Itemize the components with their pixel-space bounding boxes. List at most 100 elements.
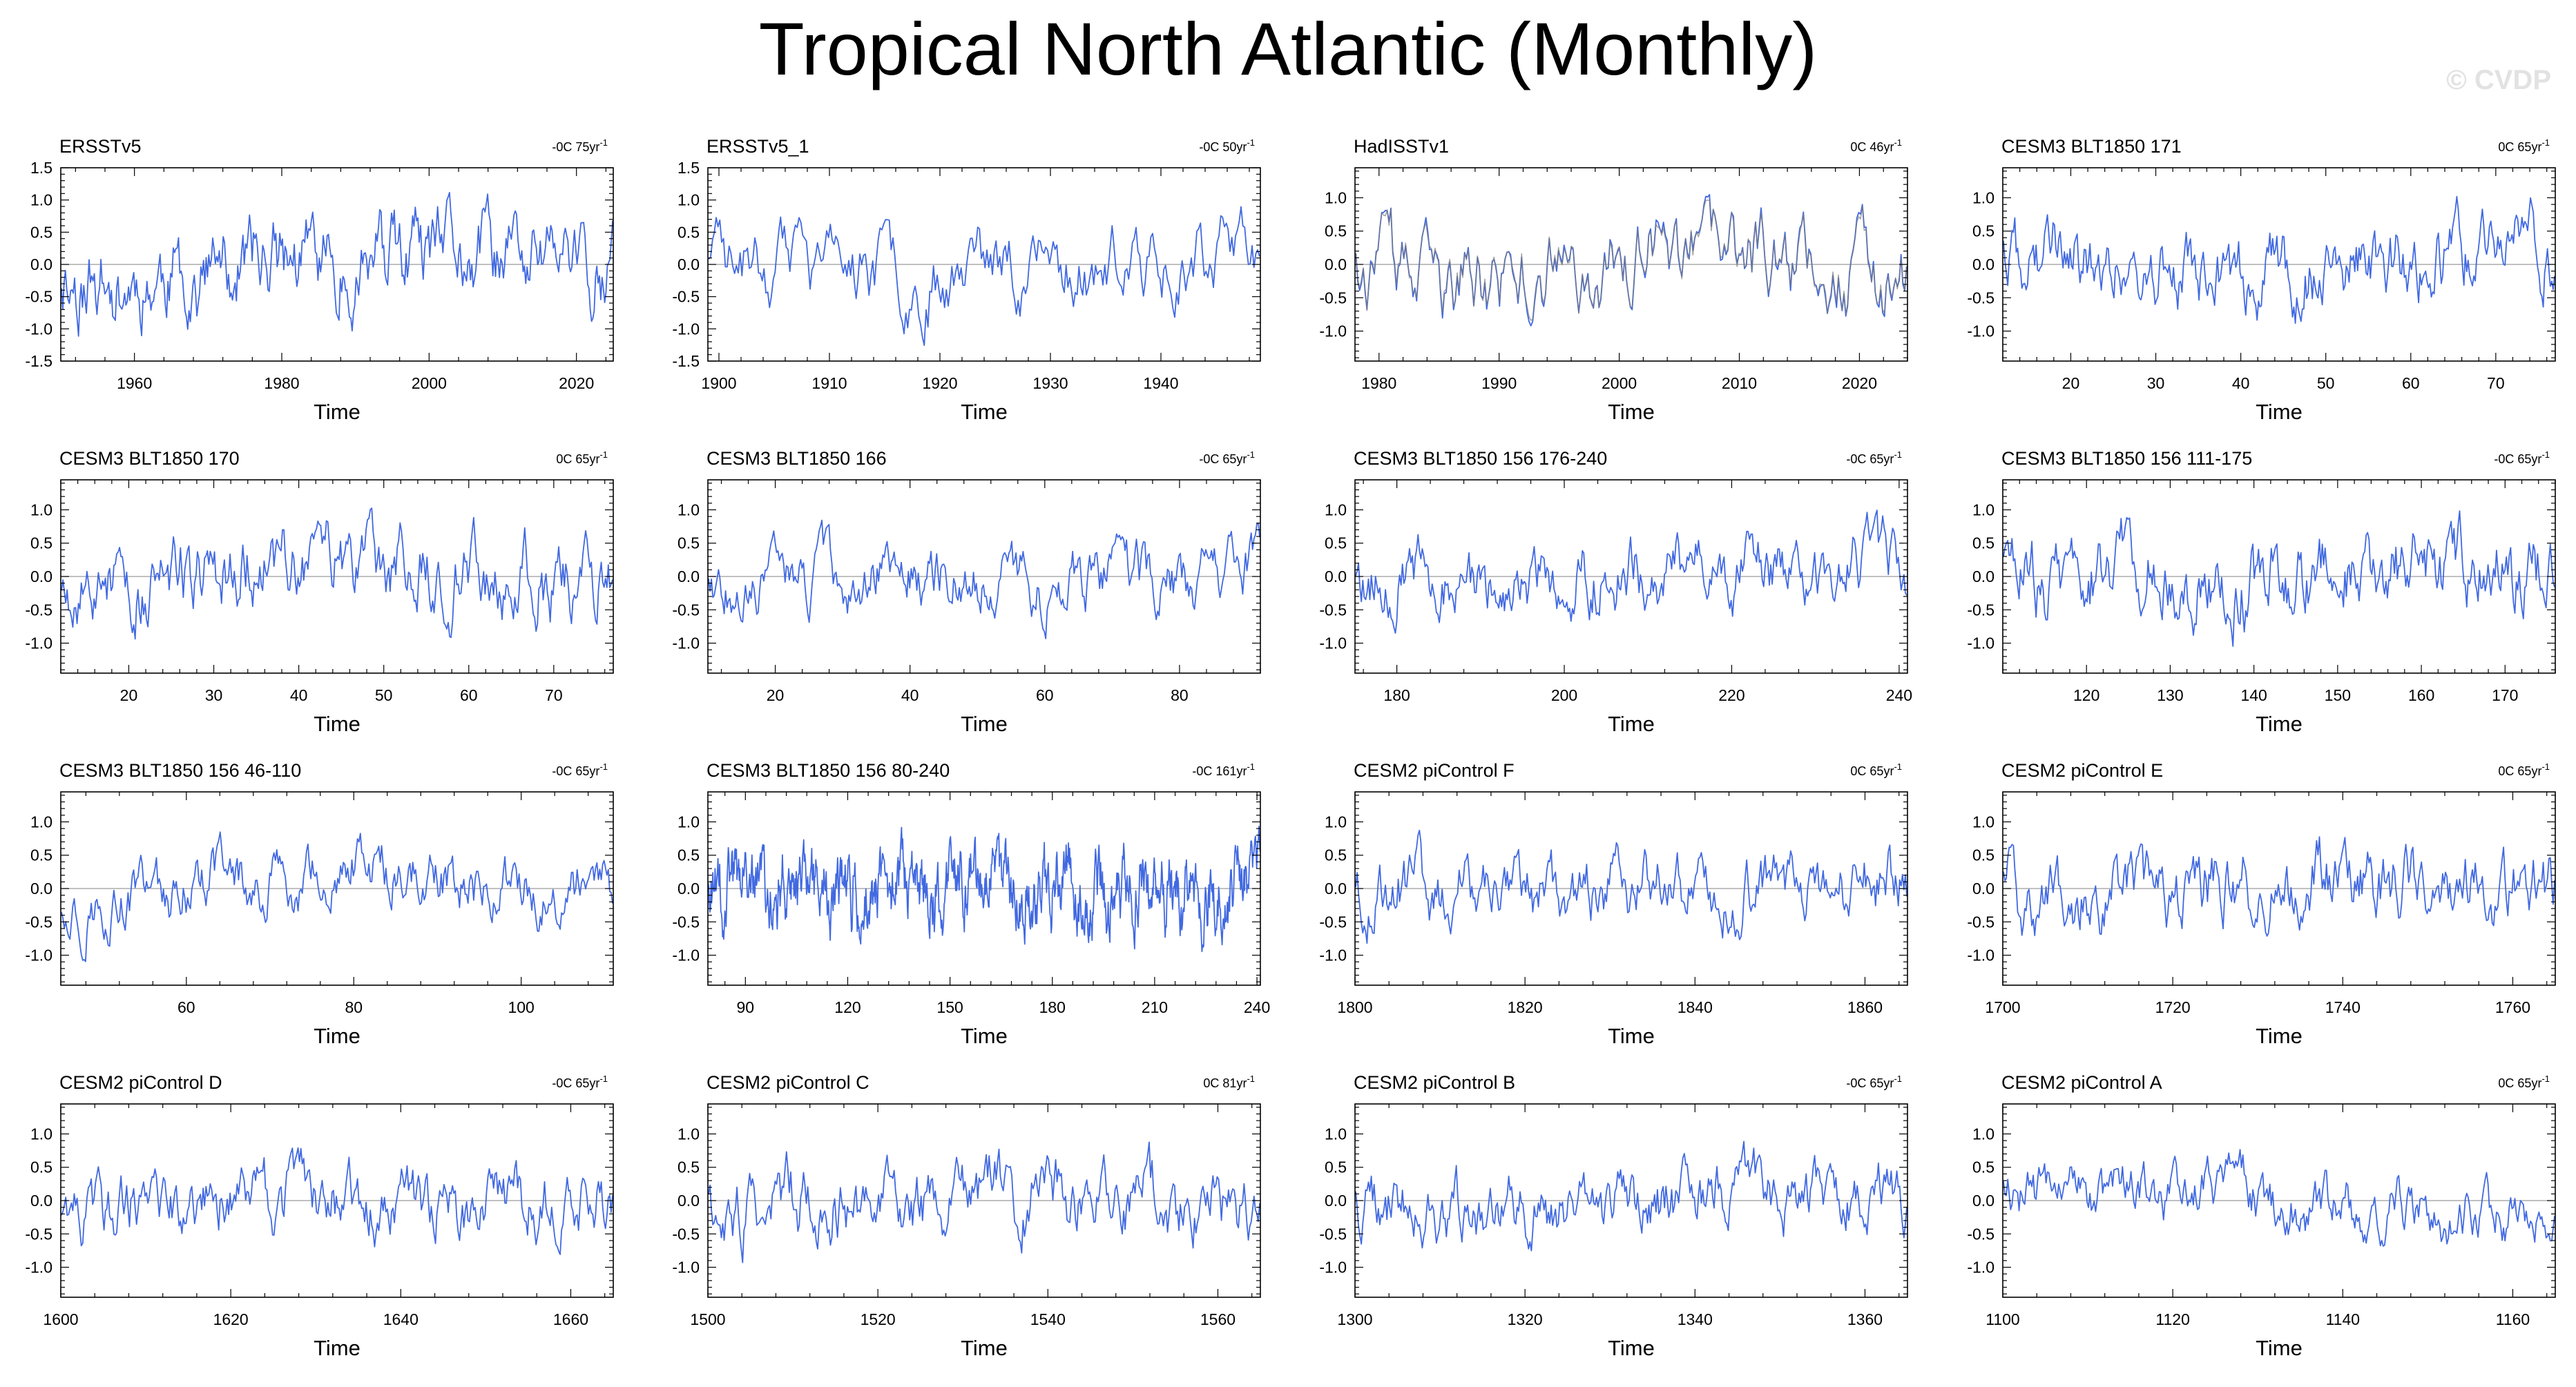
y-tick-label: -0.5 (25, 288, 52, 306)
y-tick-label: -1.0 (672, 1259, 700, 1277)
panel-title: CESM3 BLT1850 170 (59, 448, 240, 469)
x-tick-label: 20 (767, 686, 785, 704)
trend-exponent: -1 (2541, 1074, 2550, 1084)
y-tick-label: 0.5 (30, 1158, 52, 1176)
x-tick-label: 1560 (1200, 1310, 1236, 1328)
x-axis-title: Time (1608, 1336, 1655, 1360)
trend-exponent: -1 (599, 137, 608, 148)
x-tick-label: 120 (834, 998, 861, 1016)
trend-value: -0C 65yr (1199, 452, 1247, 466)
series-line-1 (61, 831, 613, 962)
y-tick-label: 1.0 (1325, 188, 1347, 206)
y-tick-label: 0.5 (677, 534, 700, 552)
y-tick-label: 1.0 (30, 191, 52, 209)
y-tick-label: -1.0 (672, 634, 700, 652)
trend-value: -0C 65yr (552, 764, 599, 778)
y-tick-label: 0.0 (677, 880, 700, 898)
y-tick-label: 0.0 (30, 880, 52, 898)
x-tick-label: 50 (375, 686, 393, 704)
x-tick-label: 1360 (1847, 1310, 1883, 1328)
trend-exponent: -1 (599, 449, 608, 460)
y-tick-label: 0.5 (30, 846, 52, 864)
y-tick-label: -1.0 (1967, 1259, 1995, 1277)
y-tick-label: 0.0 (1325, 255, 1347, 273)
cvdp-watermark: © CVDP (2446, 65, 2551, 95)
trend-exponent: -1 (2541, 762, 2550, 772)
x-tick-label: 170 (2492, 686, 2518, 704)
y-tick-label: -1.0 (1319, 634, 1347, 652)
x-tick-label: 2010 (1722, 374, 1757, 392)
y-tick-label: 1.0 (1325, 1125, 1347, 1143)
series-line-1 (2003, 195, 2555, 324)
x-axis-title: Time (2256, 1336, 2303, 1360)
x-tick-label: 1320 (1508, 1310, 1543, 1328)
trend-label: 0C 81yr-1 (1203, 1074, 1255, 1090)
panel-title: CESM2 piControl B (1354, 1072, 1515, 1093)
trend-label: 0C 46yr-1 (1850, 137, 1902, 154)
x-axis-title: Time (314, 400, 361, 424)
chart-panel-3: HadISSTv1 0C 46yr-1 -1.0 -0.5 0.0 0.5 1.0 1980 1… (1319, 136, 1908, 424)
x-tick-label: 210 (1142, 998, 1168, 1016)
x-tick-label: 1120 (2155, 1310, 2189, 1328)
x-tick-label: 1980 (264, 374, 299, 392)
x-tick-label: 40 (290, 686, 308, 704)
trend-label: 0C 65yr-1 (1850, 762, 1902, 778)
trend-label: -0C 65yr-1 (552, 762, 608, 778)
series-line-1 (1355, 829, 1907, 944)
x-tick-label: 240 (1244, 998, 1270, 1016)
trend-exponent: -1 (1894, 449, 1902, 460)
trend-exponent: -1 (1247, 137, 1255, 148)
x-tick-label: 1800 (1337, 998, 1372, 1016)
trend-exponent: -1 (2541, 449, 2550, 460)
y-tick-label: -0.5 (1319, 601, 1347, 619)
chart-panel-5: CESM3 BLT1850 170 0C 65yr-1 -1.0 -0.5 0.0 0.5… (25, 448, 614, 736)
y-tick-label: 0.0 (1325, 568, 1347, 585)
chart-panel-2: ERSSTv5_1 -0C 50yr-1 -1.5 -1.0 -0.5 0.0 0.5 1.0… (672, 136, 1261, 424)
panel-title: CESM2 piControl F (1354, 760, 1515, 781)
x-tick-label: 30 (205, 686, 223, 704)
y-tick-label: 1.0 (1325, 813, 1347, 831)
y-tick-label: 1.0 (1972, 501, 1995, 518)
chart-panel-8: CESM3 BLT1850 156 111-175 -0C 65yr-1 -1.0 -… (1967, 448, 2556, 736)
trend-label: -0C 65yr-1 (1846, 1074, 1902, 1090)
x-tick-label: 1860 (1847, 998, 1883, 1016)
trend-exponent: -1 (599, 762, 608, 772)
y-tick-label: 1.0 (677, 501, 700, 518)
y-tick-label: 0.5 (1972, 534, 1995, 552)
chart-panel-12: CESM2 piControl E 0C 65yr-1 -1.0 -0.5 0.0 0.5… (1967, 760, 2556, 1048)
x-tick-label: 160 (2408, 686, 2434, 704)
x-tick-label: 20 (120, 686, 138, 704)
y-tick-label: -0.5 (672, 288, 700, 306)
y-tick-label: -1.0 (1319, 322, 1347, 340)
x-tick-label: 1740 (2325, 998, 2361, 1016)
x-axis-title: Time (2256, 400, 2303, 424)
y-tick-label: -0.5 (1967, 289, 1995, 307)
y-tick-label: -1.0 (25, 947, 52, 964)
x-tick-label: 2020 (1842, 374, 1877, 392)
y-tick-label: 1.0 (1325, 501, 1347, 518)
y-tick-label: 0.0 (677, 568, 700, 585)
y-tick-label: 0.0 (30, 568, 52, 585)
trend-label: -0C 65yr-1 (552, 1074, 608, 1090)
x-tick-label: 1300 (1337, 1310, 1372, 1328)
series-line-1 (707, 826, 1261, 953)
y-tick-label: 0.0 (1325, 1192, 1347, 1210)
series-line-1 (708, 206, 1260, 347)
x-tick-label: 120 (2073, 686, 2099, 704)
series-line-1 (2003, 836, 2555, 937)
chart-panel-6: CESM3 BLT1850 166 -0C 65yr-1 -1.0 -0.5 0.0 0.… (672, 448, 1261, 736)
x-tick-label: 1700 (1985, 998, 2020, 1016)
y-tick-label: 1.0 (30, 1125, 52, 1143)
y-tick-label: 0.0 (677, 255, 700, 273)
y-tick-label: 1.0 (30, 501, 52, 518)
x-tick-label: 1760 (2495, 998, 2530, 1016)
x-tick-label: 1520 (861, 1310, 896, 1328)
panel-title: CESM2 piControl D (59, 1072, 222, 1093)
panel-title: CESM3 BLT1850 156 80-240 (707, 760, 950, 781)
trend-exponent: -1 (1247, 762, 1255, 772)
page-title: Tropical North Atlantic (Monthly) (758, 7, 1818, 90)
y-tick-label: -1.0 (1967, 634, 1995, 652)
trend-value: -0C 65yr (1846, 452, 1894, 466)
y-tick-label: 1.0 (1972, 1125, 1995, 1143)
y-tick-label: 0.5 (1972, 846, 1995, 864)
